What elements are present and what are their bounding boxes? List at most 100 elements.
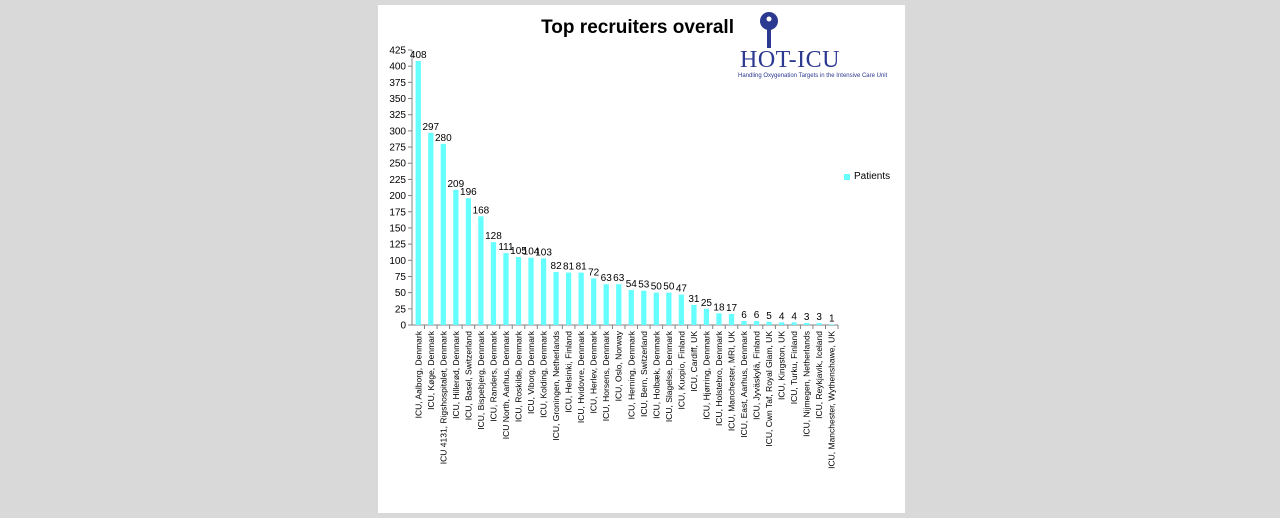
category-label: ICU, Manchester, MRI, UK xyxy=(727,331,737,431)
data-label: 31 xyxy=(688,294,700,305)
bar xyxy=(666,292,672,325)
bar xyxy=(478,216,484,325)
bar xyxy=(678,294,685,325)
category-label: ICU North, Aarhus, Denmark xyxy=(501,330,511,439)
data-label: 297 xyxy=(422,122,439,133)
bar xyxy=(565,272,572,325)
category-label: ICU, Manchester, Wythenshawe, UK xyxy=(827,331,837,469)
slide: 0 25 50 75 100 125 150 175 200 225 250 275 300 325 350… xyxy=(378,5,905,513)
category-label: ICU, Kolding, Denmark xyxy=(539,330,549,418)
data-label: 72 xyxy=(588,267,600,278)
bar xyxy=(628,290,634,325)
category-label: ICU, Viborg, Denmark xyxy=(526,330,536,414)
bar xyxy=(440,143,446,325)
y-tick-label: 125 xyxy=(389,240,406,251)
data-label: 280 xyxy=(435,133,452,144)
data-label: 128 xyxy=(485,231,502,242)
data-label: 50 xyxy=(663,282,675,293)
category-label: ICU, Holbæk, Denmark xyxy=(651,330,661,419)
category-label: ICU, Oslo, Norway xyxy=(614,330,624,401)
data-label: 63 xyxy=(601,273,613,284)
category-label: ICU, Kuopio, Finland xyxy=(676,331,686,410)
bar xyxy=(691,304,697,325)
category-label: ICU, Helsinki, Finland xyxy=(564,331,574,413)
data-label: 104 xyxy=(523,247,540,258)
data-label: 50 xyxy=(651,282,663,293)
data-label: 5 xyxy=(766,311,772,322)
data-label: 4 xyxy=(779,311,785,322)
data-label: 6 xyxy=(754,310,760,321)
data-label: 82 xyxy=(551,261,563,272)
bar xyxy=(465,198,472,325)
category-label: ICU, Aalborg, Denmark xyxy=(413,330,423,418)
y-tick-label: 200 xyxy=(389,191,406,202)
data-label: 103 xyxy=(535,247,552,258)
category-label: ICU, Bispebjerg, Denmark xyxy=(476,330,486,429)
category-label: ICU, Køge, Denmark xyxy=(426,330,436,410)
data-label: 4 xyxy=(791,311,797,322)
category-label: ICU, Herning, Denmark xyxy=(626,330,636,419)
y-tick-label: 0 xyxy=(400,321,406,332)
category-label: ICU, Kingston, UK xyxy=(777,331,787,400)
bar xyxy=(741,321,747,325)
category-label: ICU, Herlev, Denmark xyxy=(589,330,599,413)
bar xyxy=(515,257,522,325)
y-tick-label: 225 xyxy=(389,175,406,186)
data-label: 54 xyxy=(626,279,638,290)
data-label: 168 xyxy=(473,205,490,216)
y-tick-label: 300 xyxy=(389,126,406,137)
data-label: 25 xyxy=(701,298,713,309)
hot-icu-logo: HOT-ICU Handling Oxygenation Targets in … xyxy=(736,11,901,83)
bar xyxy=(816,323,822,325)
category-label: ICU, Jyväskylä, Finland xyxy=(752,331,762,420)
bar xyxy=(591,278,597,325)
legend-label: Patients xyxy=(854,171,891,182)
category-label: ICU, Turku, Finland xyxy=(789,331,799,404)
bar xyxy=(641,290,647,325)
bar xyxy=(653,292,659,325)
category-label: ICU, Cwn Taf, Royal Glam, UK xyxy=(764,331,774,447)
category-label: ICU, Hvidovre, Denmark xyxy=(576,330,586,423)
bar xyxy=(453,189,459,325)
bar xyxy=(753,321,760,325)
data-label: 63 xyxy=(613,273,625,284)
category-label: ICU, East, Aarhus, Denmark xyxy=(739,330,749,438)
bar xyxy=(728,314,735,325)
logo-name: HOT-ICU xyxy=(740,47,840,73)
bar xyxy=(503,253,509,325)
data-label: 209 xyxy=(448,179,465,190)
bar xyxy=(766,321,772,325)
category-label: ICU, Horsens, Denmark xyxy=(601,330,611,421)
data-label: 81 xyxy=(576,262,588,273)
data-label: 408 xyxy=(410,50,427,61)
data-label: 3 xyxy=(816,312,822,323)
bar xyxy=(829,324,835,325)
bar xyxy=(703,308,710,325)
logo-mark-icon xyxy=(760,12,778,48)
y-tick-label: 275 xyxy=(389,143,406,154)
category-label: ICU, Slagelse, Denmark xyxy=(664,330,674,422)
y-tick-label: 175 xyxy=(389,207,406,218)
category-label: ICU, Nijmegen, Netherlands xyxy=(802,331,812,437)
y-tick-label: 75 xyxy=(395,272,407,283)
bar xyxy=(778,322,785,325)
data-label: 3 xyxy=(804,312,810,323)
y-tick-label: 325 xyxy=(389,110,406,121)
bar-chart: 0255075100125150175200225250275300325350… xyxy=(389,46,839,469)
chart-title: Top recruiters overall xyxy=(541,17,734,38)
bar xyxy=(428,132,434,325)
bar xyxy=(415,61,421,325)
legend-swatch xyxy=(844,173,850,180)
category-label: ICU, Hjørring, Denmark xyxy=(701,330,711,420)
bar xyxy=(490,242,497,325)
data-label: 105 xyxy=(510,246,527,257)
data-label: 17 xyxy=(726,303,738,314)
bar xyxy=(616,284,622,325)
bar xyxy=(528,257,534,325)
y-tick-label: 100 xyxy=(389,256,406,267)
y-tick-label: 400 xyxy=(389,62,406,73)
legend: Patients xyxy=(844,171,890,182)
data-label: 47 xyxy=(676,284,688,295)
y-tick-label: 150 xyxy=(389,223,406,234)
category-label: ICU, Reykjavik, Iceland xyxy=(814,331,824,419)
